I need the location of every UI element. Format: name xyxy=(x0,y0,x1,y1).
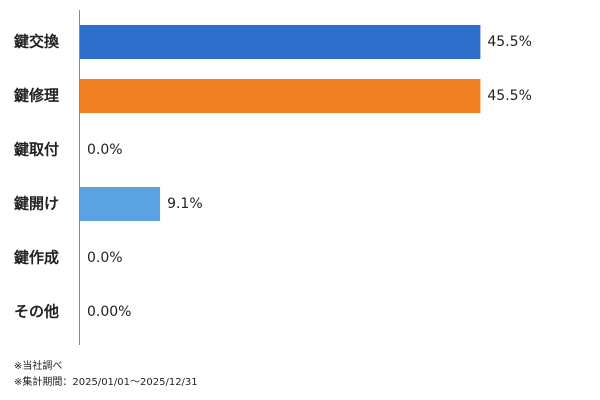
category-label: 鍵作成 xyxy=(14,249,59,267)
bar xyxy=(80,79,481,113)
category-label: 鍵修理 xyxy=(14,87,59,105)
value-label: 9.1% xyxy=(167,196,203,212)
value-label: 45.5% xyxy=(487,34,531,50)
category-label: 鍵取付 xyxy=(14,141,59,159)
bar xyxy=(80,25,481,59)
category-label: 鍵開け xyxy=(14,195,59,213)
footnote: ※集計期間：2025/01/01～2025/12/31 xyxy=(14,375,198,388)
category-label: 鍵交換 xyxy=(14,33,60,51)
value-label: 45.5% xyxy=(487,88,531,104)
footnote: ※当社調べ xyxy=(14,359,62,372)
value-label: 0.0% xyxy=(87,142,123,158)
category-label: その他 xyxy=(14,303,59,321)
value-label: 0.0% xyxy=(87,250,123,266)
bar xyxy=(80,187,161,221)
value-label: 0.00% xyxy=(87,304,131,320)
